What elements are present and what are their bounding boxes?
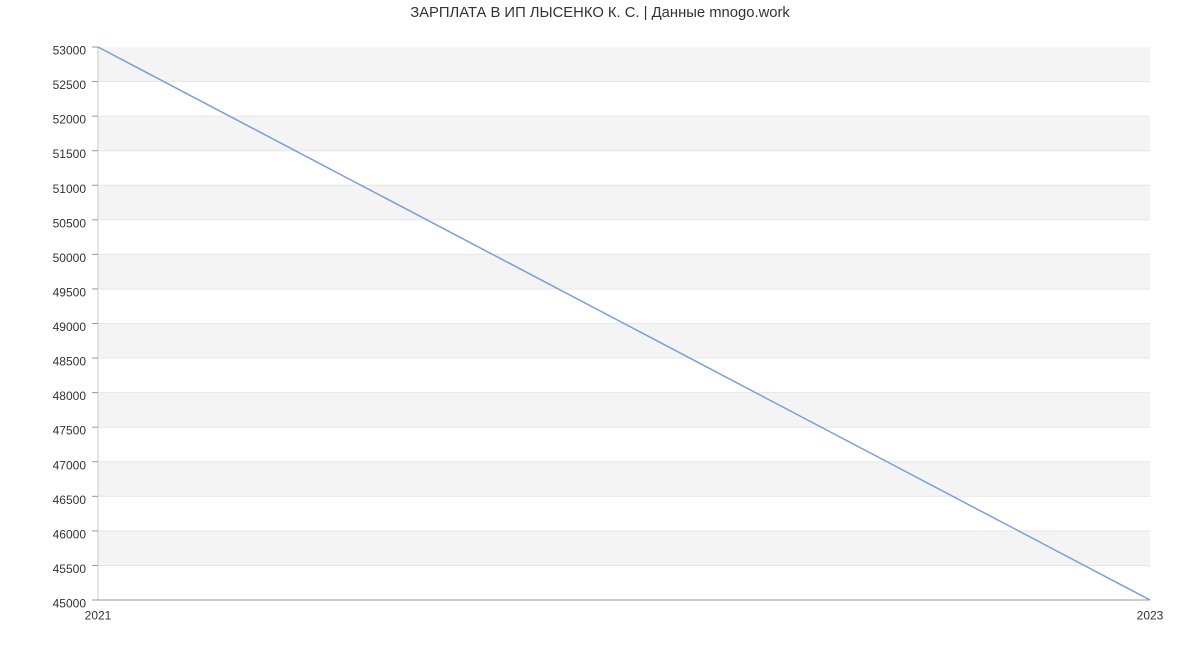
svg-text:51000: 51000	[53, 182, 87, 196]
svg-text:45000: 45000	[53, 597, 87, 611]
svg-text:50500: 50500	[53, 216, 87, 230]
svg-text:47500: 47500	[53, 424, 87, 438]
svg-text:48500: 48500	[53, 355, 87, 369]
svg-text:47000: 47000	[53, 458, 87, 472]
svg-text:46000: 46000	[53, 527, 87, 541]
svg-text:52000: 52000	[53, 113, 87, 127]
svg-text:2021: 2021	[85, 609, 112, 623]
svg-text:52500: 52500	[53, 78, 87, 92]
svg-text:46500: 46500	[53, 493, 87, 507]
svg-text:48000: 48000	[53, 389, 87, 403]
svg-text:51500: 51500	[53, 147, 87, 161]
svg-text:50000: 50000	[53, 251, 87, 265]
svg-text:2023: 2023	[1137, 609, 1164, 623]
svg-text:45500: 45500	[53, 562, 87, 576]
svg-text:49500: 49500	[53, 285, 87, 299]
svg-text:ЗАРПЛАТА В ИП ЛЫСЕНКО К. С. |: ЗАРПЛАТА В ИП ЛЫСЕНКО К. С. | Данные mno…	[410, 5, 790, 21]
svg-text:49000: 49000	[53, 320, 87, 334]
svg-text:53000: 53000	[53, 44, 87, 58]
